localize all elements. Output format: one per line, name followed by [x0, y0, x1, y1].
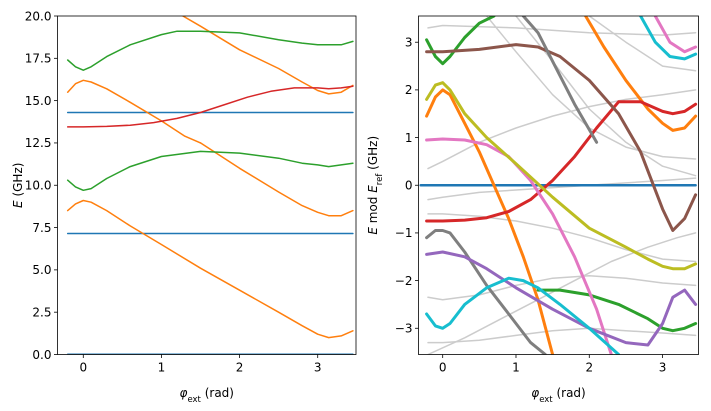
y-tick-label: 15.0	[25, 94, 52, 108]
series-line-21	[521, 16, 599, 144]
series-line-3	[66, 199, 354, 339]
series-line-23	[425, 276, 621, 355]
y-axis-label: E (GHz)	[11, 163, 25, 208]
series-line-15	[425, 100, 698, 223]
y-tick-label: 5.0	[32, 263, 51, 277]
x-tick-label: 0	[79, 361, 87, 375]
series-line-11	[425, 88, 555, 355]
series-line-20	[425, 229, 547, 355]
x-tick-label: 2	[585, 361, 593, 375]
y-tick-label: 2	[405, 83, 413, 97]
plot-area	[66, 16, 354, 355]
y-tick-label: 10.0	[25, 179, 52, 193]
left-chart-panel: 0 1 2 3 0.0 2.5 5.0 7.5 10.0 12.5 15.0 17.5 20.0 φext…	[11, 9, 357, 405]
x-axis-label: φext (rad)	[531, 386, 585, 405]
series-line-5	[199, 142, 354, 217]
series-line-12	[584, 16, 698, 132]
y-tick-label: −1	[395, 226, 413, 240]
y-tick-label: 3	[405, 36, 413, 50]
x-tick-label: 0	[439, 361, 447, 375]
series-line-7	[515, 16, 697, 177]
y-tick-label: 0.0	[32, 348, 51, 362]
x-axis-label: φext (rad)	[180, 386, 234, 405]
series-line-9	[427, 232, 697, 355]
right-chart-panel: 0 1 2 3 −3 −2 −1 0 1 2 3 φext (rad) E mod Eref (GHz)	[366, 15, 699, 405]
series-line-7	[66, 150, 354, 192]
series-line-4	[427, 275, 697, 301]
series-line-3	[427, 213, 697, 263]
y-tick-label: 12.5	[25, 136, 52, 150]
series-line-8	[588, 16, 697, 72]
series-line-6	[181, 16, 354, 95]
series-line-6	[485, 16, 697, 160]
y-tick-label: 17.5	[25, 52, 52, 66]
series-line-9	[66, 85, 354, 128]
y-tick-label: 0	[405, 179, 413, 193]
series-line-18	[653, 16, 698, 54]
series-line-22	[425, 250, 698, 347]
x-tick-label: 3	[659, 361, 667, 375]
y-tick-label: 2.5	[32, 305, 51, 319]
axes-frame	[57, 15, 357, 355]
x-tick-label: 1	[158, 361, 166, 375]
series-line-14	[536, 288, 698, 333]
y-tick-label: −2	[395, 274, 413, 288]
series-line-1	[427, 89, 697, 170]
series-line-19	[425, 81, 698, 271]
y-tick-label: −3	[395, 322, 413, 336]
x-tick-label: 2	[236, 361, 244, 375]
y-tick-label: 7.5	[32, 221, 51, 235]
y-tick-label: 1	[405, 131, 413, 145]
y-axis-label: E mod Eref (GHz)	[366, 136, 385, 235]
x-tick-label: 1	[512, 361, 520, 375]
series-line-0	[427, 24, 697, 36]
y-tick-label: 20.0	[25, 9, 52, 23]
series-line-8	[66, 30, 354, 71]
series-line-24	[639, 16, 698, 61]
plot-area	[419, 16, 698, 355]
series-line-16	[425, 43, 698, 232]
series-line-13	[425, 16, 496, 66]
series-line-4	[66, 79, 202, 144]
x-tick-label: 3	[314, 361, 322, 375]
